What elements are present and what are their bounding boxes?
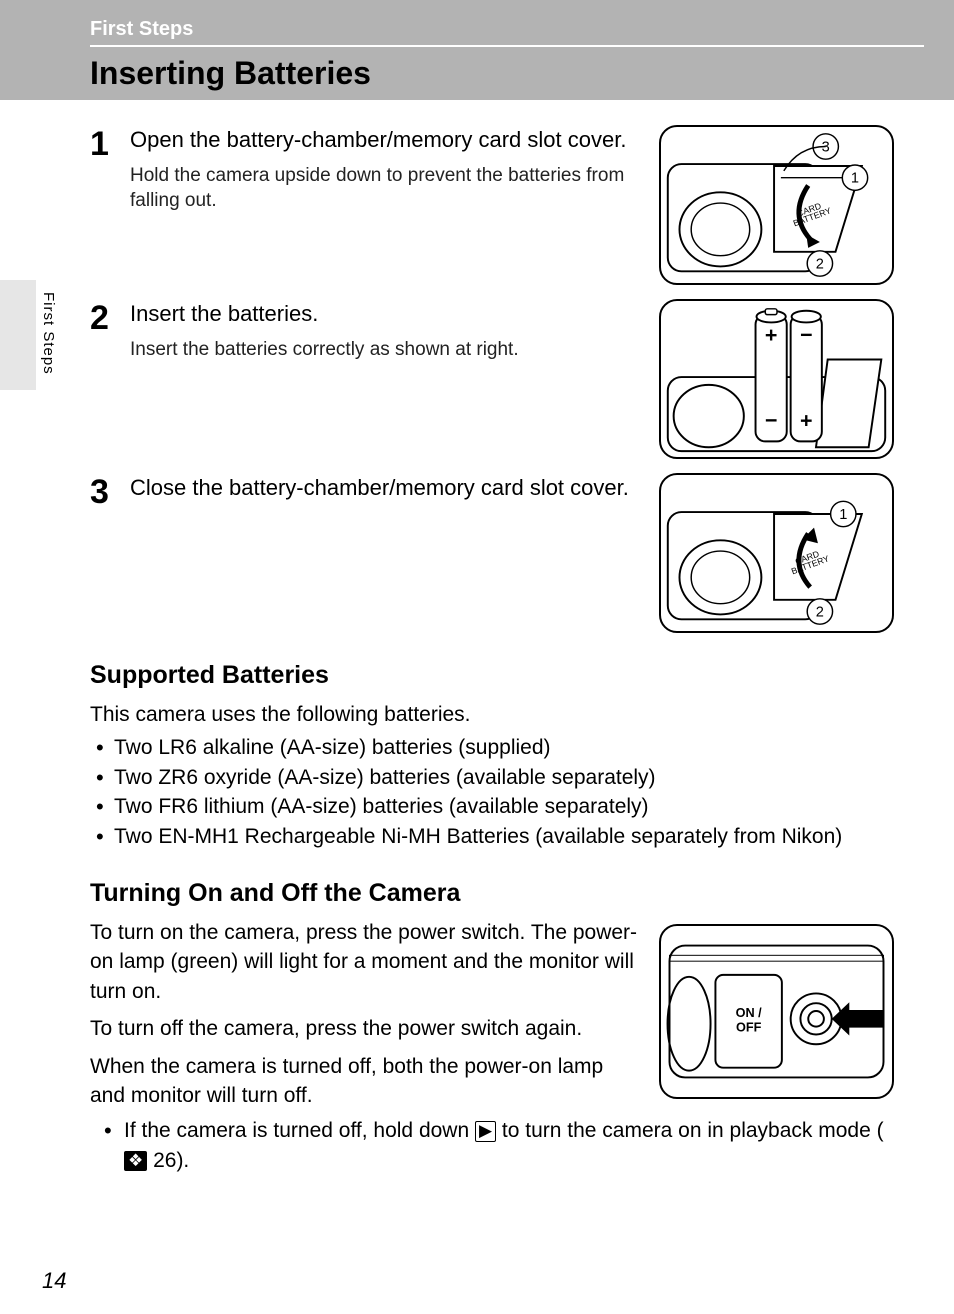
tip-text-pre: If the camera is turned off, hold down [124,1119,475,1142]
supported-list: Two LR6 alkaline (AA-size) batteries (su… [90,733,894,851]
figure-power-switch: ON / OFF [659,924,894,1099]
list-item: Two ZR6 oxyride (AA-size) batteries (ava… [90,763,894,792]
turning-p3: When the camera is turned off, both the … [90,1052,639,1111]
step-body: Insert the batteries. Insert the batteri… [130,299,659,362]
tip-text-mid: to turn the camera on in playback mode ( [496,1119,884,1142]
content-area: 1 Open the battery-chamber/memory card s… [0,100,954,1175]
turning-p2: To turn off the camera, press the power … [90,1014,639,1043]
callout-2: 2 [816,256,824,272]
callout-1: 1 [839,507,847,523]
polarity-3: − [800,323,813,347]
tip-item: If the camera is turned off, hold down ▶… [90,1116,894,1175]
turning-tips: If the camera is turned off, hold down ▶… [90,1116,894,1175]
breadcrumb: First Steps [90,18,924,47]
callout-1: 1 [851,171,859,187]
step-desc: Hold the camera upside down to prevent t… [130,163,647,214]
step-number: 3 [90,475,130,509]
callout-2: 2 [816,604,824,620]
step-number: 1 [90,127,130,161]
step-heading: Open the battery-chamber/memory card slo… [130,125,647,155]
figure-insert-batteries: + − − + [659,299,894,459]
step-body: Close the battery-chamber/memory card sl… [130,473,659,511]
step-desc: Insert the batteries correctly as shown … [130,337,647,363]
step-3: 3 Close the battery-chamber/memory card … [90,473,894,633]
supported-intro: This camera uses the following batteries… [90,700,894,729]
turning-block: To turn on the camera, press the power s… [90,918,894,1110]
turning-title: Turning On and Off the Camera [90,879,894,908]
list-item: Two EN-MH1 Rechargeable Ni-MH Batteries … [90,822,894,851]
figure-open-cover: CARD BATTERY 1 2 3 [659,125,894,285]
polarity-4: + [800,409,813,433]
list-item: Two LR6 alkaline (AA-size) batteries (su… [90,733,894,762]
svg-text:OFF: OFF [736,1020,762,1034]
page-title: Inserting Batteries [90,55,954,92]
supported-title: Supported Batteries [90,661,894,690]
step-body: Open the battery-chamber/memory card slo… [130,125,659,214]
step-2: 2 Insert the batteries. Insert the batte… [90,299,894,459]
step-number: 2 [90,301,130,335]
turning-p1: To turn on the camera, press the power s… [90,918,639,1006]
svg-text:ON /: ON / [736,1006,763,1020]
header-band: First Steps Inserting Batteries [0,0,954,100]
step-1: 1 Open the battery-chamber/memory card s… [90,125,894,285]
polarity-2: − [765,409,778,433]
figure-close-cover: CARD BATTERY 1 2 [659,473,894,633]
side-tab-label: First Steps [40,292,57,375]
callout-3: 3 [822,139,830,155]
polarity-1: + [765,323,778,347]
list-item: Two FR6 lithium (AA-size) batteries (ava… [90,792,894,821]
turning-text: To turn on the camera, press the power s… [90,918,639,1110]
step-heading: Insert the batteries. [130,299,647,329]
reference-icon: ❖ [124,1151,147,1172]
page-number: 14 [42,1268,66,1294]
side-tab-bg [0,280,36,390]
playback-icon: ▶ [475,1121,496,1142]
step-heading: Close the battery-chamber/memory card sl… [130,473,647,503]
tip-text-ref: 26). [147,1149,189,1172]
